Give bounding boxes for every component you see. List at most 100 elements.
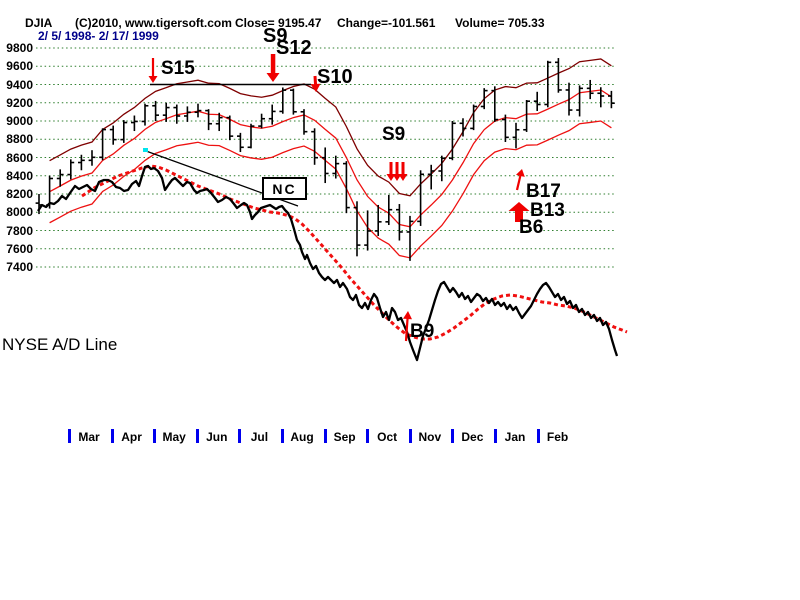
ohlc-bar xyxy=(438,155,446,182)
middle-band-line xyxy=(49,89,612,228)
signal-b13-label: B13 xyxy=(530,200,565,221)
signal-b9-label: B9 xyxy=(410,321,435,342)
ohlc-bar xyxy=(247,123,255,149)
signal-s9-mid-arrow-1 xyxy=(386,162,396,181)
month-label-nov: Nov xyxy=(418,430,442,444)
signal-b9-arrow xyxy=(403,311,412,342)
month-tick xyxy=(366,429,370,443)
ohlc-bar xyxy=(290,88,297,115)
ohlc-bar xyxy=(565,82,573,116)
y-axis-label-9600: 9600 xyxy=(6,59,33,74)
month-label-jun: Jun xyxy=(206,430,228,444)
month-label-mar: Mar xyxy=(78,430,100,444)
ohlc-bar xyxy=(343,161,350,214)
month-tick xyxy=(153,429,157,443)
ohlc-bar xyxy=(491,86,499,122)
ohlc-bar xyxy=(586,79,594,100)
month-label-oct: Oct xyxy=(377,430,398,444)
ohlc-bar xyxy=(544,60,552,108)
month-tick xyxy=(195,429,199,443)
signal-s12-label: S12 xyxy=(276,37,312,59)
month-label-aug: Aug xyxy=(290,430,314,444)
month-tick xyxy=(68,429,71,443)
signal-s9-mid-arrow-2 xyxy=(392,162,402,181)
ohlc-bar xyxy=(459,118,467,137)
ohlc-bar xyxy=(184,106,191,122)
trendline-start-marker xyxy=(143,148,148,152)
ohlc-bar xyxy=(332,155,340,179)
ohlc-bar xyxy=(258,113,265,129)
ohlc-bar xyxy=(523,100,530,132)
ohlc-bar xyxy=(109,125,117,145)
signal-s12-arrow xyxy=(266,54,280,82)
ohlc-bars xyxy=(35,58,615,261)
ohlc-bar xyxy=(152,100,159,121)
month-tick xyxy=(110,429,114,443)
ohlc-bar xyxy=(194,103,202,118)
lower-band-line xyxy=(49,120,612,259)
month-label-jul: Jul xyxy=(250,430,269,444)
ohlc-bar xyxy=(173,104,181,124)
signal-s15-label: S15 xyxy=(161,58,195,79)
y-axis-label-7600: 7600 xyxy=(6,241,33,256)
close-value: Close= 9195.47 xyxy=(235,16,322,30)
signal-s15-arrow xyxy=(148,58,158,83)
ohlc-bar xyxy=(205,109,212,131)
ohlc-bar xyxy=(279,87,287,114)
month-label-sep: Sep xyxy=(333,430,356,444)
ohlc-bar xyxy=(300,109,308,135)
ohlc-bar xyxy=(555,58,562,93)
ohlc-bar xyxy=(396,204,403,241)
y-axis-label-8800: 8800 xyxy=(6,132,33,147)
month-tick xyxy=(323,429,327,443)
y-axis-label-8200: 8200 xyxy=(6,187,33,201)
copyright-text: (C)2010, www.tigersoft.com xyxy=(75,16,232,30)
month-tick xyxy=(451,429,455,443)
ohlc-bar xyxy=(131,115,138,132)
ohlc-bar xyxy=(353,201,361,257)
ohlc-bar xyxy=(237,132,244,153)
ohlc-bar xyxy=(608,90,615,109)
ohlc-bar xyxy=(470,104,477,131)
ohlc-bar xyxy=(480,88,488,110)
ohlc-bar xyxy=(597,87,605,108)
upper-band-line xyxy=(49,58,612,197)
y-axis-label-8400: 8400 xyxy=(6,168,33,183)
y-axis-label-9000: 9000 xyxy=(6,114,33,128)
change-value: Change=-101.561 xyxy=(337,16,436,30)
ohlc-bar xyxy=(576,85,583,117)
month-tick xyxy=(281,429,284,443)
volume-value: Volume= 705.33 xyxy=(455,16,545,30)
month-label-feb: Feb xyxy=(546,430,569,444)
month-tick xyxy=(408,429,412,443)
ohlc-bar xyxy=(311,128,318,165)
ohlc-bar xyxy=(512,122,520,149)
ohlc-bar xyxy=(364,210,371,251)
nyse-ad-line xyxy=(37,164,619,362)
y-axis-label-7800: 7800 xyxy=(6,223,33,238)
ohlc-bar xyxy=(78,154,85,171)
nyse-ad-line-label: NYSE A/D Line xyxy=(2,335,118,354)
ohlc-bar xyxy=(417,170,424,226)
ohlc-bar xyxy=(502,114,509,142)
ohlc-bar xyxy=(268,104,276,125)
ad-line-moving-average xyxy=(81,164,628,341)
y-axis-label-8600: 8600 xyxy=(6,150,33,165)
month-tick xyxy=(238,429,242,443)
ticker-symbol: DJIA xyxy=(25,16,53,30)
y-axis-label-9800: 9800 xyxy=(6,41,33,55)
month-label-may: May xyxy=(162,430,186,444)
ohlc-bar xyxy=(321,147,329,184)
ohlc-bar xyxy=(226,115,234,141)
signal-s9-mid-arrow-3 xyxy=(398,162,408,181)
nc-annotation-box: NC xyxy=(262,177,307,200)
signal-b17-label: B17 xyxy=(526,181,561,202)
signal-s9-top-label: S9 xyxy=(263,25,288,47)
y-axis-label-8000: 8000 xyxy=(6,205,33,220)
month-tick xyxy=(494,429,497,443)
signal-b13-arrow xyxy=(508,202,530,222)
ohlc-bar xyxy=(215,112,223,132)
ohlc-bar xyxy=(385,194,393,226)
